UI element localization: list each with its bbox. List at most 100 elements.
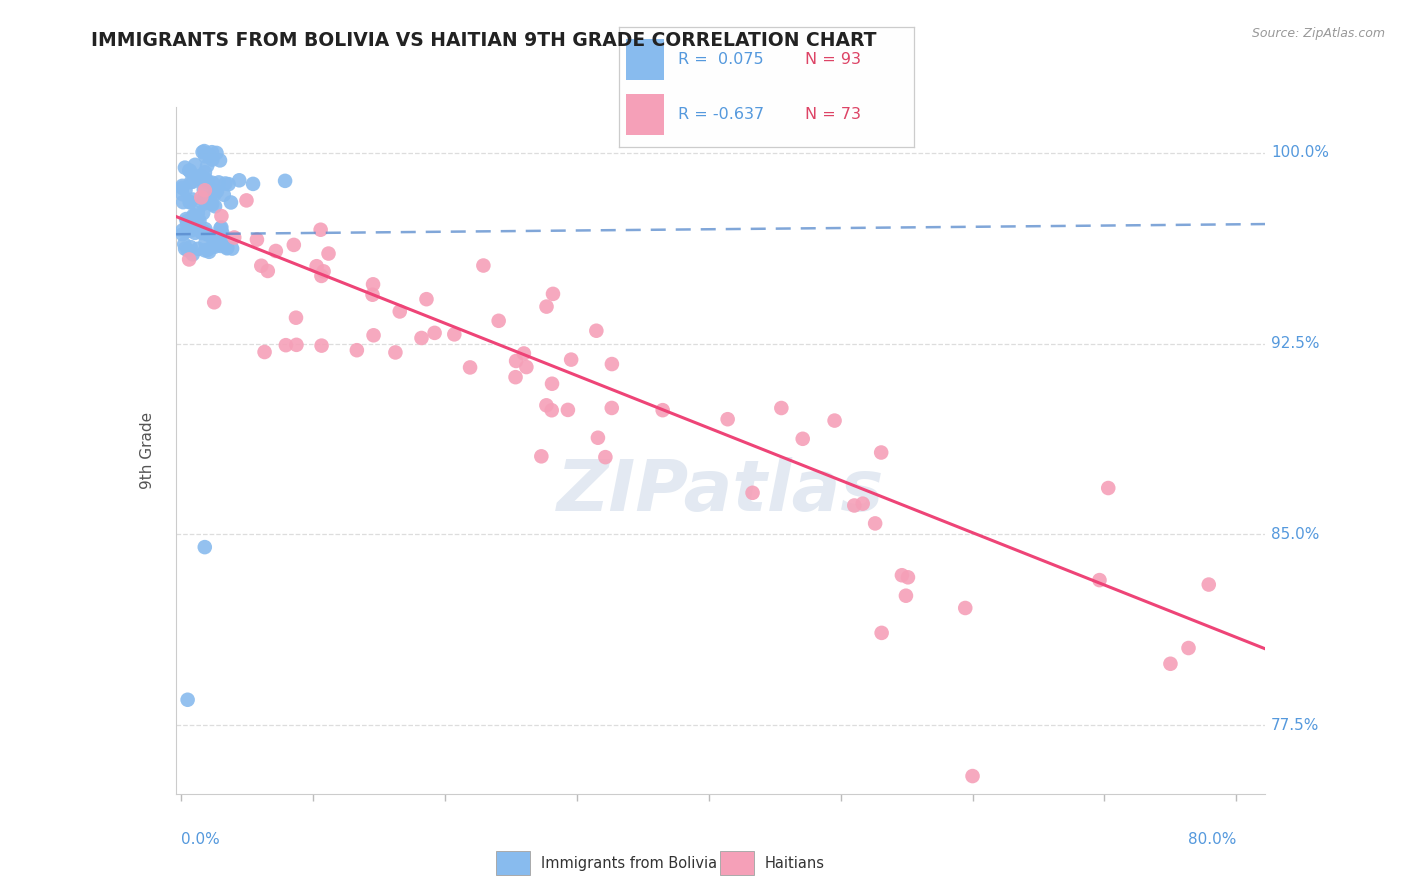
Point <box>221 242 243 256</box>
Point <box>195 172 218 186</box>
Point <box>191 196 214 211</box>
Point <box>207 229 229 244</box>
Point <box>194 183 217 197</box>
Point <box>311 268 333 283</box>
Text: 85.0%: 85.0% <box>1271 527 1319 542</box>
Point <box>215 241 238 255</box>
Point <box>176 692 198 706</box>
Point <box>194 235 217 250</box>
Point <box>890 568 912 582</box>
Point <box>197 243 219 257</box>
Point <box>190 190 212 204</box>
Text: N = 93: N = 93 <box>804 52 860 67</box>
Point <box>651 403 673 417</box>
Point <box>181 175 204 189</box>
Point <box>202 237 225 252</box>
Point <box>201 176 224 190</box>
Point <box>201 197 224 211</box>
Text: R =  0.075: R = 0.075 <box>678 52 763 67</box>
Bar <box>626 95 665 136</box>
Point <box>1177 640 1199 655</box>
Point <box>458 360 481 375</box>
Point <box>274 174 297 188</box>
Point <box>217 240 239 254</box>
Point <box>361 277 384 292</box>
Point <box>600 357 623 371</box>
Point <box>870 445 893 459</box>
Point <box>198 244 221 259</box>
Text: Source: ZipAtlas.com: Source: ZipAtlas.com <box>1251 27 1385 40</box>
Point <box>179 164 201 178</box>
Point <box>505 354 527 368</box>
Point <box>202 295 225 310</box>
Point <box>194 540 217 554</box>
Point <box>176 217 198 231</box>
Point <box>179 252 201 267</box>
Point <box>193 183 215 197</box>
Text: 100.0%: 100.0% <box>1271 145 1329 161</box>
Point <box>346 343 368 358</box>
Point <box>863 516 886 531</box>
Point <box>194 194 217 209</box>
Point <box>177 224 200 238</box>
Bar <box>720 851 754 875</box>
Point <box>194 149 217 163</box>
Point <box>179 194 201 209</box>
Point <box>224 230 246 244</box>
Point <box>200 195 222 210</box>
Point <box>472 259 495 273</box>
Point <box>212 230 235 244</box>
Point <box>204 199 226 213</box>
Point <box>211 226 233 240</box>
Point <box>1097 481 1119 495</box>
Point <box>363 328 385 343</box>
Point <box>595 450 617 464</box>
Point <box>415 292 437 306</box>
Point <box>824 414 846 428</box>
Point <box>184 208 207 222</box>
Point <box>191 145 214 160</box>
Point <box>361 287 384 301</box>
Point <box>208 234 231 248</box>
Point <box>541 286 564 301</box>
Point <box>186 213 208 227</box>
Point <box>193 224 215 238</box>
Point <box>184 158 207 172</box>
Text: IMMIGRANTS FROM BOLIVIA VS HAITIAN 9TH GRADE CORRELATION CHART: IMMIGRANTS FROM BOLIVIA VS HAITIAN 9TH G… <box>91 31 877 50</box>
Point <box>193 191 215 205</box>
Point <box>894 589 917 603</box>
Point <box>195 159 218 173</box>
Point <box>741 485 763 500</box>
Point <box>180 175 202 189</box>
Point <box>194 244 217 258</box>
Point <box>187 206 209 220</box>
Point <box>180 223 202 237</box>
Point <box>283 238 305 252</box>
Point <box>209 209 232 223</box>
Point <box>205 145 228 160</box>
Point <box>311 338 333 352</box>
Point <box>174 183 197 197</box>
Point <box>204 184 226 198</box>
Point <box>305 259 328 273</box>
Point <box>285 310 308 325</box>
Point <box>443 327 465 342</box>
Point <box>792 432 814 446</box>
Point <box>174 212 197 227</box>
Text: ZIPatlas: ZIPatlas <box>557 458 884 526</box>
Text: Immigrants from Bolivia: Immigrants from Bolivia <box>540 855 717 871</box>
Text: 77.5%: 77.5% <box>1271 718 1319 732</box>
Point <box>253 345 276 359</box>
Text: 80.0%: 80.0% <box>1188 831 1236 847</box>
Point <box>770 401 793 415</box>
Point <box>388 304 411 318</box>
Text: Haitians: Haitians <box>763 855 824 871</box>
Point <box>250 259 273 273</box>
Y-axis label: 9th Grade: 9th Grade <box>141 412 155 489</box>
Point <box>318 246 340 260</box>
Text: R = -0.637: R = -0.637 <box>678 107 763 122</box>
Point <box>193 144 215 158</box>
Point <box>955 601 977 615</box>
Point <box>184 226 207 240</box>
Point <box>309 223 332 237</box>
